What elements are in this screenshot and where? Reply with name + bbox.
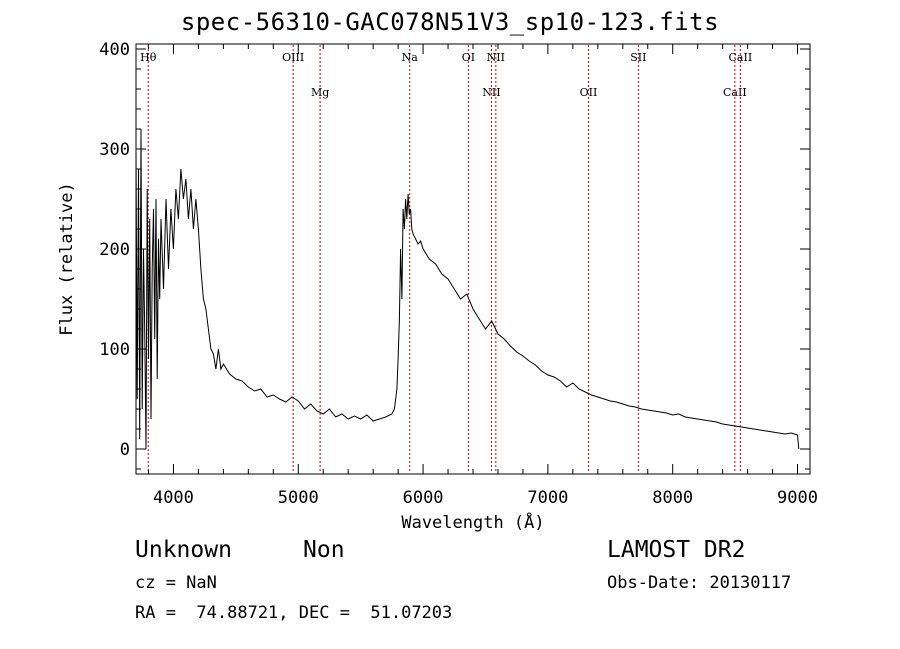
reference-line-label: Hθ [140, 51, 157, 64]
axes [135, 43, 811, 475]
reference-lines: Hθ OIII Mg Na OI NII NII OII SII CaII CaII [140, 45, 752, 473]
x-tick-label: 6000 [403, 488, 444, 508]
reference-line-label: NII [487, 51, 505, 64]
reference-line-label: OII [580, 86, 598, 99]
reference-line-label: CaII [723, 86, 747, 99]
observation-date: Obs-Date: 20130117 [607, 573, 792, 593]
x-tick-label: 7000 [527, 488, 568, 508]
reference-line-label: Na [402, 51, 419, 64]
x-tick-label: 4000 [153, 488, 194, 508]
reference-line-label: CaII [729, 51, 753, 64]
y-tick-label: 100 [99, 340, 130, 360]
reference-line-label: SII [630, 51, 646, 64]
reference-line-label: Mg [311, 86, 329, 99]
x-tick-label: 9000 [777, 488, 818, 508]
reference-line-label: NII [482, 86, 500, 99]
reference-line-label: OIII [282, 51, 304, 64]
redshift-cz: cz = NaN [135, 573, 217, 593]
tick-labels: 4000 5000 6000 7000 8000 9000 0 100 200 300 400 [99, 40, 818, 508]
plot-frame [135, 43, 811, 475]
object-subclass: Non [303, 537, 345, 563]
chart-title: spec-56310-GAC078N51V3_sp10-123.fits [180, 8, 720, 36]
reference-line-label: OI [462, 51, 475, 64]
y-tick-label: 300 [99, 140, 130, 160]
y-tick-label: 0 [120, 440, 130, 460]
survey-name: LAMOST DR2 [607, 537, 746, 563]
spectrum-line [135, 128, 800, 450]
y-tick-label: 200 [99, 240, 130, 260]
x-tick-label: 5000 [278, 488, 319, 508]
spectrum-series [135, 128, 800, 450]
x-tick-label: 8000 [652, 488, 693, 508]
y-axis-label: Flux (relative) [57, 182, 77, 336]
x-axis-label: Wavelength (Å) [401, 511, 544, 533]
object-class: Unknown [135, 537, 232, 563]
y-tick-label: 400 [99, 40, 130, 60]
ra-dec-coordinates: RA = 74.88721, DEC = 51.07203 [135, 603, 453, 623]
